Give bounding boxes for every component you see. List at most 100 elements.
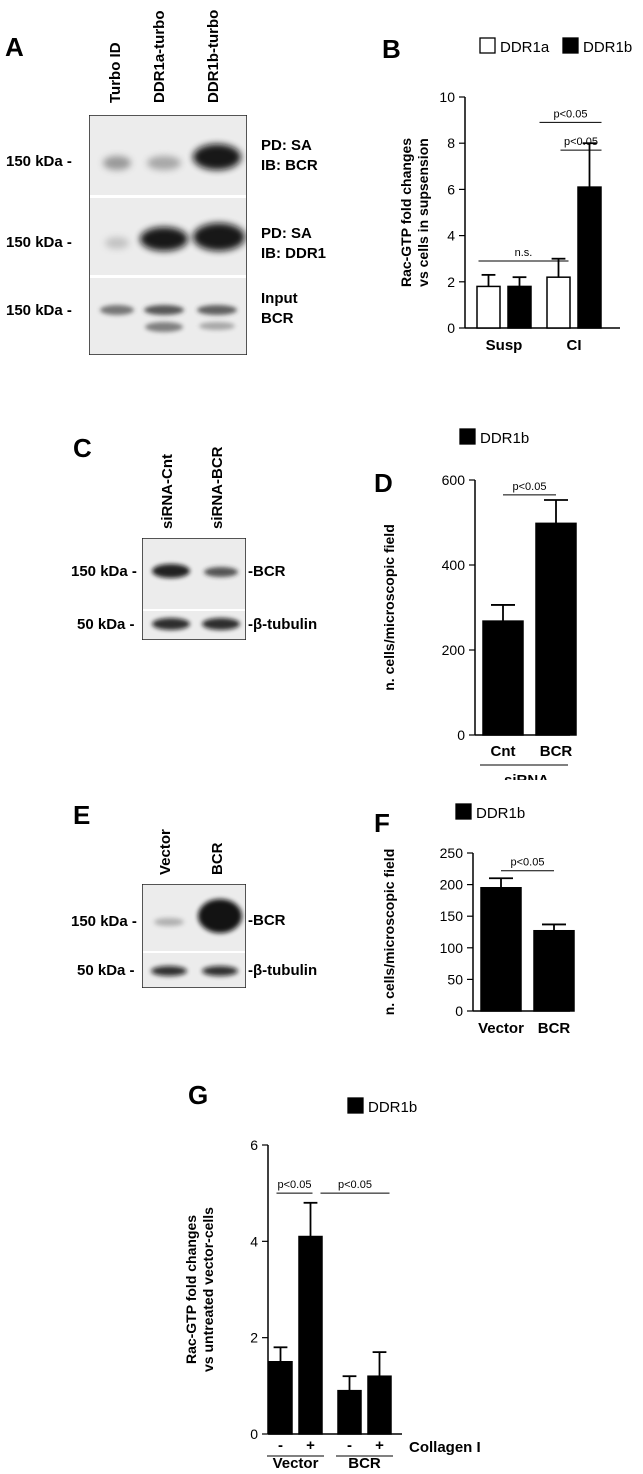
bar — [480, 887, 522, 1012]
bar — [533, 929, 575, 1012]
panel-letter: B — [382, 34, 401, 64]
y-tick-label: 250 — [440, 845, 464, 861]
y-tick-label: 10 — [439, 89, 455, 105]
significance-label: p<0.05 — [511, 857, 545, 869]
blot-row-label-line: PD: SA — [261, 225, 312, 242]
y-tick-label: 0 — [455, 1003, 463, 1019]
blot-row-label: -BCR — [248, 563, 286, 580]
blot-row-label: Input BCR — [261, 289, 298, 329]
y-tick-label: 400 — [442, 557, 466, 573]
kda-label: 150 kDa - — [71, 563, 137, 580]
y-tick-label: 50 — [447, 971, 463, 987]
y-tick-label: 150 — [440, 908, 464, 924]
legend-label: DDR1b — [476, 805, 525, 822]
chart-d: D DDR1b 0 200 400 600 n. cells/microscopic fie… — [374, 428, 577, 780]
legend-swatch — [479, 37, 496, 54]
legend-label: DDR1b — [583, 39, 632, 56]
kda-label: 50 kDa - — [77, 616, 135, 633]
group-label: Vector — [273, 1455, 319, 1470]
kda-label: 150 kDa - — [6, 153, 72, 170]
blot-e — [142, 884, 246, 988]
lane-label: BCR — [209, 842, 226, 876]
kda-label: 50 kDa - — [77, 962, 135, 979]
y-tick-label: 8 — [447, 135, 455, 151]
bar — [367, 1375, 392, 1435]
bar — [535, 522, 577, 736]
bar — [507, 285, 532, 329]
chart-f: F DDR1b 0 50 100 150 200 250 n. cells/microscopi… — [374, 803, 575, 1037]
legend-label: DDR1a — [500, 39, 550, 56]
bar — [577, 186, 602, 329]
significance-label: p<0.05 — [564, 136, 598, 148]
y-tick-label: 200 — [442, 642, 466, 658]
bar — [476, 285, 501, 329]
x-tick-label: + — [375, 1437, 384, 1454]
legend-label: DDR1b — [368, 1099, 417, 1116]
y-tick-label: 2 — [250, 1330, 258, 1346]
bar — [298, 1235, 323, 1435]
significance-label: p<0.05 — [278, 1179, 312, 1191]
panel-letter-c: C — [73, 433, 92, 463]
x-tick-label: Vector — [478, 1020, 524, 1037]
y-tick-label: 4 — [447, 228, 455, 244]
x-tick-label: - — [278, 1437, 283, 1454]
significance-label: p<0.05 — [338, 1179, 372, 1191]
lane-label: DDR1b-turbo — [205, 9, 222, 103]
x-tick-label: BCR — [540, 743, 573, 760]
chart-g: G DDR1b 0 2 4 6 Rac-GTP fold changes vs untreat… — [183, 1080, 481, 1470]
lane-label: DDR1a-turbo — [151, 10, 168, 104]
y-tick-label: 0 — [447, 320, 455, 336]
lane-label: Vector — [157, 829, 174, 875]
treatment-label: Collagen I — [409, 1439, 481, 1456]
x-tick-label: Susp — [486, 337, 523, 354]
y-tick-label: 100 — [440, 940, 464, 956]
chart-b: B DDR1a DDR1b 0 2 4 6 8 10 Rac-GTP fold changes vs… — [382, 34, 632, 354]
legend-swatch — [562, 37, 579, 54]
blot-row-label: PD: SA IB: DDR1 — [261, 224, 326, 264]
legend-swatch — [347, 1097, 364, 1114]
panel-letter: F — [374, 808, 390, 838]
bar — [268, 1361, 293, 1435]
y-axis-label: vs cells in supsension — [415, 138, 431, 287]
legend-label: DDR1b — [480, 430, 529, 447]
bar — [482, 620, 524, 736]
kda-label: 150 kDa - — [6, 234, 72, 251]
y-tick-label: 0 — [250, 1426, 258, 1442]
y-axis-label: Rac-GTP fold changes — [183, 1215, 199, 1364]
significance-label: n.s. — [515, 247, 533, 259]
blot-row-label-line: IB: DDR1 — [261, 245, 327, 262]
x-tick-label: BCR — [538, 1020, 571, 1037]
bar — [337, 1389, 362, 1435]
y-tick-label: 4 — [250, 1233, 258, 1249]
blot-row-label-line: PD: SA — [261, 137, 312, 154]
y-tick-label: 6 — [447, 181, 455, 197]
blot-row-label-line: Input — [261, 290, 298, 307]
legend-swatch — [455, 803, 472, 820]
kda-label: 150 kDa - — [6, 302, 72, 319]
panel-letter-e: E — [73, 800, 91, 830]
significance-label: p<0.05 — [513, 481, 547, 493]
y-tick-label: 600 — [442, 472, 466, 488]
significance-label: p<0.05 — [554, 108, 588, 120]
y-tick-label: 6 — [250, 1137, 258, 1153]
x-tick-label: Cnt — [491, 743, 516, 760]
blot-row-label: -β-tubulin — [248, 616, 318, 633]
blot-row-label-line: IB: BCR — [261, 157, 318, 174]
panel-letter: G — [188, 1080, 208, 1110]
panel-letter: D — [374, 468, 393, 498]
blot-a — [89, 115, 247, 355]
y-axis-label: n. cells/microscopic field — [381, 849, 397, 1016]
lane-label: Turbo ID — [107, 42, 124, 103]
y-axis-label: n. cells/microscopic field — [381, 524, 397, 691]
panel-letter-a: A — [5, 32, 24, 62]
blot-row-label: PD: SA IB: BCR — [261, 136, 318, 176]
x-tick-label: - — [347, 1437, 352, 1454]
y-tick-label: 200 — [440, 877, 464, 893]
group-label: BCR — [348, 1455, 381, 1470]
group-label: siRNA — [504, 772, 549, 780]
y-tick-label: 0 — [457, 727, 465, 743]
blot-row-label-line: BCR — [261, 310, 294, 327]
y-axis-label: vs untreated vector-cells — [200, 1207, 216, 1372]
bar — [546, 276, 571, 329]
x-tick-label: + — [306, 1437, 315, 1454]
